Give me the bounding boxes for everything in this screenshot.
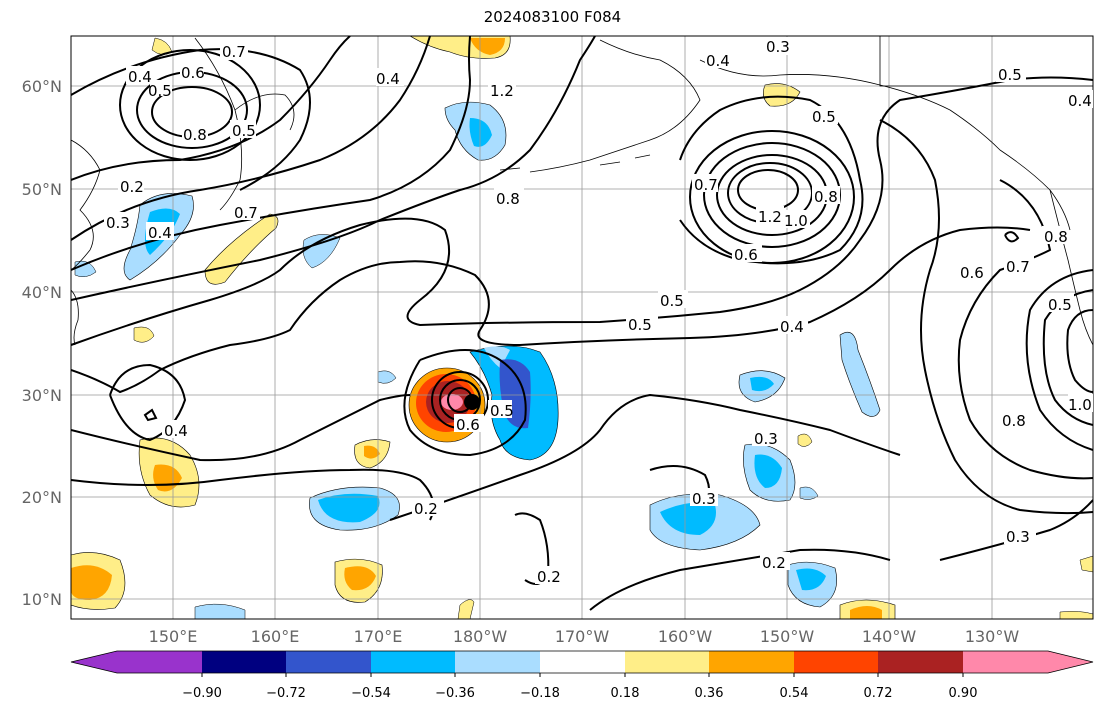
contour-label: 1.2 <box>490 82 514 100</box>
lon-label-170w: 170°W <box>555 627 610 646</box>
contour-label: 0.3 <box>106 214 130 232</box>
colorbar-tick-label: −0.72 <box>266 686 306 701</box>
contour-label: 0.8 <box>814 188 838 206</box>
colorbar-segment <box>625 651 709 673</box>
contour-label: 0.2 <box>762 554 786 572</box>
coastlines <box>71 36 1093 346</box>
contour-label: 0.4 <box>128 68 152 86</box>
contour-label: 0.4 <box>376 70 400 88</box>
colorbar-tick-label: −0.36 <box>435 686 475 701</box>
contour-label: 0.3 <box>754 430 778 448</box>
contour-label: 0.3 <box>692 490 716 508</box>
colorbar-segment <box>286 651 371 673</box>
contour-label: 0.8 <box>1002 412 1026 430</box>
lat-label-20n: 20°N <box>22 488 62 507</box>
contour-label: 0.7 <box>234 204 258 222</box>
lon-label-150w: 150°W <box>760 627 815 646</box>
colorbar-outline <box>70 650 1094 674</box>
typhoon-center-marker <box>464 394 480 410</box>
contour-label: 0.6 <box>456 416 480 434</box>
contour-label: 0.5 <box>1048 296 1072 314</box>
contour-label: 0.4 <box>780 318 804 336</box>
colorbar-segment <box>540 651 625 673</box>
latitude-labels: 60°N 50°N 40°N 30°N 20°N 10°N <box>22 77 62 609</box>
contour-label: 0.6 <box>734 246 758 264</box>
colorbar <box>70 650 1094 677</box>
contour-label: 0.4 <box>1068 92 1092 110</box>
colorbar-segment <box>963 651 1048 673</box>
lon-label-170e: 170°E <box>354 627 403 646</box>
contour-label: 0.2 <box>537 568 561 586</box>
lat-label-30n: 30°N <box>22 386 62 405</box>
contour-label: 0.8 <box>496 190 520 208</box>
colorbar-tick-label: 0.72 <box>864 686 893 701</box>
contour-label: 0.5 <box>660 292 684 310</box>
colorbar-segment <box>371 651 455 673</box>
colorbar-tick-label: 0.54 <box>780 686 809 701</box>
lon-label-180w: 180°W <box>453 627 508 646</box>
contour-label: 0.3 <box>1006 528 1030 546</box>
map-border <box>70 35 1094 620</box>
lon-label-140w: 140°W <box>862 627 917 646</box>
colorbar-segment <box>709 651 794 673</box>
contour-label: 0.5 <box>232 122 256 140</box>
lon-label-160w: 160°W <box>658 627 713 646</box>
contour-label: 0.5 <box>812 108 836 126</box>
shaded-anomalies <box>71 36 1093 619</box>
colorbar-tick-label: 0.36 <box>695 686 724 701</box>
contour-label: 0.8 <box>183 126 207 144</box>
colorbar-tick-label: −0.90 <box>182 686 222 701</box>
colorbar-right-extension <box>1048 651 1093 673</box>
contour-label: 0.4 <box>164 422 188 440</box>
contour-label: 0.5 <box>628 316 652 334</box>
contour-label: 0.5 <box>148 82 172 100</box>
contour-label: 0.4 <box>148 224 172 242</box>
contour-label: 0.3 <box>766 38 790 56</box>
colorbar-tick-label: 0.90 <box>949 686 978 701</box>
contour-label: 0.7 <box>694 176 718 194</box>
contour-label: 0.7 <box>1006 258 1030 276</box>
lat-label-10n: 10°N <box>22 590 62 609</box>
colorbar-segment <box>794 651 878 673</box>
contour-label: 0.8 <box>1044 228 1068 246</box>
colorbar-left-extension <box>71 651 117 673</box>
lon-label-160e: 160°E <box>251 627 300 646</box>
contour-label: 1.0 <box>784 212 808 230</box>
colorbar-tick-labels: −0.90 −0.72 −0.54 −0.36 −0.18 0.18 0.36 … <box>182 686 977 701</box>
lat-label-40n: 40°N <box>22 283 62 302</box>
colorbar-segment <box>455 651 540 673</box>
lat-label-60n: 60°N <box>22 77 62 96</box>
lon-label-150e: 150°E <box>149 627 198 646</box>
colorbar-tick-label: 0.18 <box>611 686 640 701</box>
contour-label: 0.6 <box>960 264 984 282</box>
longitude-labels: 150°E 160°E 170°E 180°W 170°W 160°W 150°… <box>149 627 1020 646</box>
map-title: 2024083100 F084 <box>483 8 622 26</box>
contour-label: 0.4 <box>706 52 730 70</box>
contour-label: 1.2 <box>758 208 782 226</box>
contour-label: 0.5 <box>490 402 514 420</box>
contour-label: 0.6 <box>181 64 205 82</box>
contour-labels: 0.7 0.4 0.5 0.6 0.8 0.5 0.4 1.2 0.4 0.3 … <box>104 37 1093 586</box>
map-content <box>71 36 1093 619</box>
colorbar-segment <box>202 651 286 673</box>
contour-label: 0.2 <box>414 500 438 518</box>
lat-label-50n: 50°N <box>22 180 62 199</box>
colorbar-segment <box>117 651 202 673</box>
colorbar-segment <box>878 651 963 673</box>
colorbar-tick-label: −0.54 <box>351 686 391 701</box>
contour-label: 0.7 <box>222 43 246 61</box>
colorbar-tick-label: −0.18 <box>520 686 560 701</box>
contour-label: 1.0 <box>1068 396 1092 414</box>
lon-label-130w: 130°W <box>965 627 1020 646</box>
contour-label: 0.5 <box>998 66 1022 84</box>
contour-label: 0.2 <box>120 178 144 196</box>
